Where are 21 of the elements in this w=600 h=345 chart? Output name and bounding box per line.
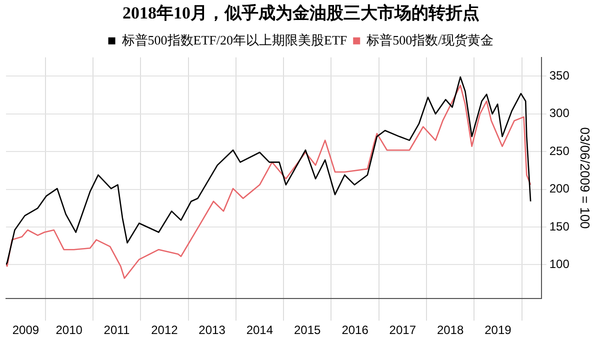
x-tick-label: 2016 <box>342 323 369 338</box>
x-tick-label: 2015 <box>294 323 322 338</box>
x-tick-label: 2012 <box>151 323 178 338</box>
chart-title: 2018年10月，似乎成为金油股三大市场的转折点 <box>122 4 480 23</box>
y-tick-label: 200 <box>549 182 570 196</box>
x-tick-label: 2009 <box>12 323 40 338</box>
y-axis-title: 03/06/2009 = 100 <box>578 127 593 229</box>
legend-label: 标普500指数ETF/20年以上期限美股ETF <box>120 32 348 48</box>
y-tick-label: 100 <box>549 256 570 271</box>
x-tick-label: 2018 <box>436 323 464 338</box>
x-tick-label: 2011 <box>104 323 130 338</box>
x-tick-label: 2013 <box>198 323 226 338</box>
y-tick-label: 250 <box>549 144 570 158</box>
x-tick-label: 2014 <box>246 323 274 338</box>
x-tick-label: 2010 <box>56 323 83 338</box>
y-tick-label: 150 <box>549 219 570 234</box>
x-tick-label: 2019 <box>484 323 512 338</box>
y-tick-label: 300 <box>549 106 570 120</box>
y-tick-label: 350 <box>549 68 570 83</box>
x-tick-label: 2017 <box>389 323 416 338</box>
legend-label: 标普500指数/现货黄金 <box>366 32 494 48</box>
